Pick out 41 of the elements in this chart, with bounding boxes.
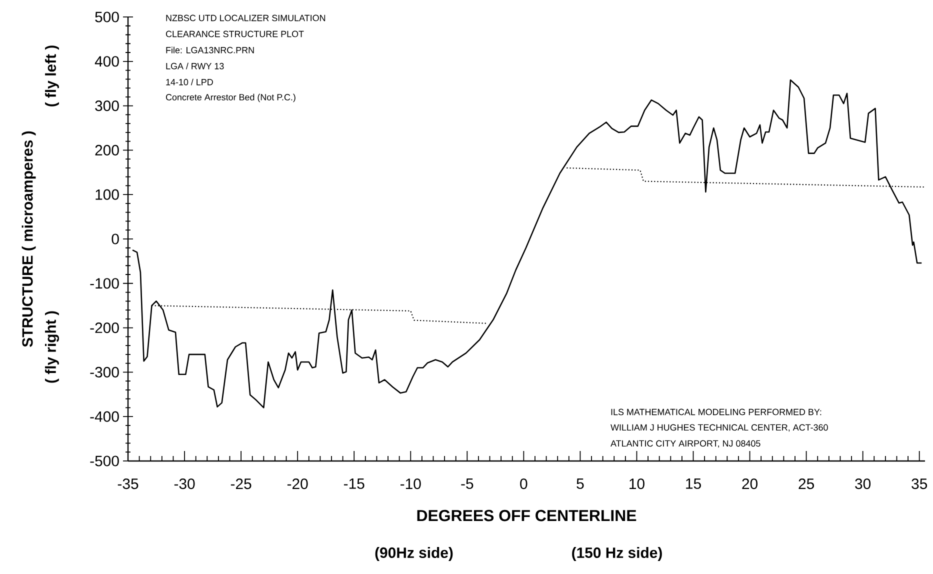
y-tick-label: 100 <box>96 189 119 200</box>
y-tick-label: 300 <box>95 100 119 112</box>
y-tick-label: -300 <box>90 366 119 378</box>
x-tick-label: 30 <box>855 478 871 490</box>
y-tick-label: -200 <box>90 322 119 334</box>
x-tick-label: -35 <box>118 478 138 490</box>
annotation: WILLIAM J HUGHES TECHNICAL CENTER, ACT-360 <box>610 424 828 432</box>
y-tick-label: -500 <box>90 456 119 466</box>
y-tick-label: -400 <box>90 411 119 422</box>
y-tick-label: 500 <box>95 12 119 22</box>
x-axis-title: DEGREES OFF CENTERLINE <box>417 510 636 522</box>
y-tick-label: -100 <box>90 278 119 289</box>
text: ( fly left ) <box>45 46 59 106</box>
annotation: ATLANTIC CITY AIRPORT, NJ 08405 <box>610 440 760 448</box>
x-tick-label: 20 <box>742 478 758 490</box>
annotation: File: LGA13NRC.PRN <box>166 46 254 54</box>
annotation: Concrete Arrestor Bed (Not P.C.) <box>166 94 296 102</box>
x-tick-label: -30 <box>174 478 195 490</box>
x-tick-label: -20 <box>287 478 308 490</box>
annotation: NZBSC UTD LOCALIZER SIMULATION <box>166 14 326 22</box>
y-tick-label: 0 <box>112 234 119 244</box>
x-tick-label: -5 <box>461 478 474 489</box>
text: ( fly right ) <box>45 311 60 383</box>
x-tick-label: -15 <box>344 478 364 489</box>
x-tick-label: 15 <box>686 478 701 489</box>
x-tick-label: 0 <box>520 478 528 490</box>
annotation: CLEARANCE STRUCTURE PLOT <box>166 30 304 38</box>
x-tick-label: -25 <box>230 478 252 490</box>
x-tick-label: 35 <box>912 478 928 490</box>
text: (150 Hz side) <box>572 547 662 561</box>
y-axis-title: STRUCTURE ( microamperes ) <box>22 131 36 347</box>
x-tick-label: 10 <box>630 478 644 490</box>
annotation: ILS MATHEMATICAL MODELING PERFORMED BY: <box>611 408 822 416</box>
x-tick-label: -10 <box>400 478 421 490</box>
annotation: 14-10 / LPD <box>166 78 213 86</box>
text: (90Hz side) <box>375 547 453 561</box>
annotation: LGA / RWY 13 <box>166 62 224 70</box>
x-tick-label: 5 <box>576 478 584 489</box>
x-tick-label: 25 <box>798 478 814 490</box>
y-tick-label: 200 <box>95 144 119 156</box>
y-tick-label: 400 <box>94 56 119 67</box>
